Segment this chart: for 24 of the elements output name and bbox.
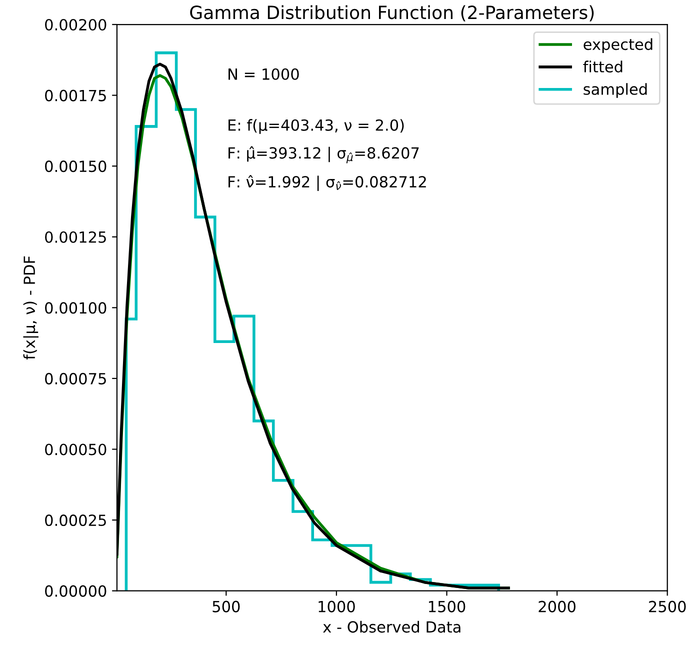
legend-label: fitted — [583, 60, 622, 73]
y-axis-title: f(x|μ, ν) - PDF — [23, 256, 39, 360]
y-tick-label: 0.00150 — [45, 160, 106, 172]
x-tick-label: 1500 — [428, 600, 466, 612]
x-tick-label: 2500 — [649, 600, 686, 612]
annotation: F: μ̂=393.12 | σ$_{μ̂}$=8.6207 — [228, 146, 419, 164]
y-tick-label: 0.00000 — [45, 585, 106, 597]
x-tick-label: 1000 — [318, 600, 355, 612]
y-tick-label: 0.00025 — [45, 514, 106, 526]
y-tick-label: 0.00175 — [45, 90, 106, 102]
y-tick-label: 0.00125 — [45, 231, 106, 243]
chart-title: Gamma Distribution Function (2-Parameters) — [190, 5, 594, 22]
y-tick-label: 0.00050 — [45, 444, 106, 456]
x-tick-label: 500 — [212, 600, 240, 612]
annotation: E: f(μ=403.43, ν = 2.0) — [228, 119, 404, 134]
legend-label: expected — [584, 38, 652, 54]
x-tick-label: 2000 — [538, 600, 576, 612]
y-tick-label: 0.00075 — [45, 372, 106, 384]
annotation: F: ν̂=1.992 | σ$_{ν̂}$=0.082712 — [228, 175, 426, 191]
x-axis-title: x - Observed Data — [323, 620, 460, 633]
y-tick-label: 0.00200 — [45, 18, 106, 31]
legend-label: sampled — [584, 83, 647, 98]
annotation: N = 1000 — [228, 68, 299, 80]
y-tick-label: 0.00100 — [45, 302, 106, 314]
